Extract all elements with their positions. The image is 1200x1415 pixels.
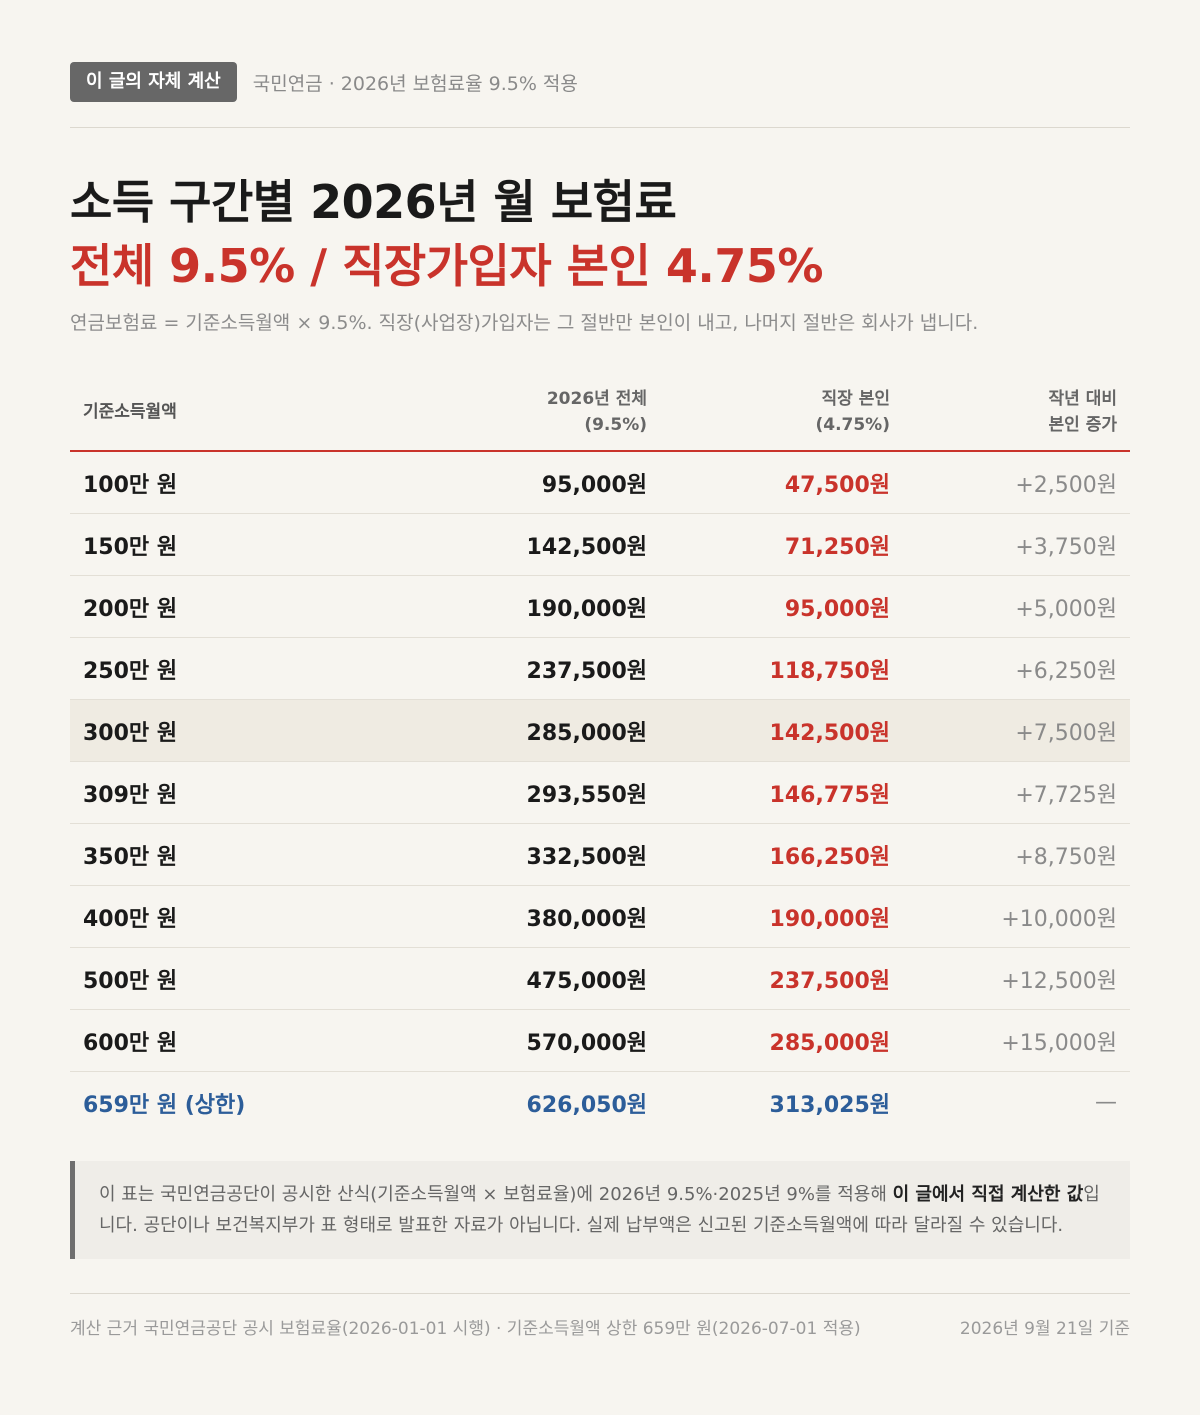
employee-cell: 142,500원: [660, 699, 903, 762]
increase-cell: +6,250원: [903, 637, 1130, 700]
increase-cell: +7,500원: [903, 699, 1130, 762]
employee-cell: 95,000원: [660, 575, 903, 638]
total-cell: 293,550원: [460, 761, 660, 824]
income-cell: 400만 원: [70, 885, 460, 948]
employee-cell: 190,000원: [660, 885, 903, 948]
footer-source: 계산 근거 국민연금공단 공시 보험료율(2026-01-01 시행) · 기준…: [70, 1319, 861, 1339]
income-cell: 300만 원: [70, 699, 460, 762]
table-row-cap: 659만 원 (상한) 626,050원 313,025원 —: [70, 1072, 1130, 1134]
employee-cell: 166,250원: [660, 823, 903, 886]
increase-cell: +2,500원: [903, 451, 1130, 514]
total-cell: 237,500원: [460, 637, 660, 700]
table-body: 100만 원 95,000원 47,500원 +2,500원 150만 원 14…: [70, 451, 1130, 1133]
table-row: 100만 원 95,000원 47,500원 +2,500원: [70, 451, 1130, 514]
employee-cell: 146,775원: [660, 761, 903, 824]
table-row: 350만 원 332,500원 166,250원 +8,750원: [70, 823, 1130, 886]
table-row-highlighted: 300만 원 285,000원 142,500원 +7,500원: [70, 699, 1130, 762]
total-cell: 626,050원: [526, 1092, 647, 1118]
income-cell: 500만 원: [70, 947, 460, 1010]
page-subtitle: 전체 9.5% / 직장가입자 본인 4.75%: [70, 239, 823, 293]
employee-cell: 118,750원: [660, 637, 903, 700]
top-note: 국민연금 · 2026년 보험료율 9.5% 적용: [252, 72, 578, 95]
note-text-rest: 입니다. 공단이나 보건복지부가 표 형태로 발표한 자료가 아닙니다. 실제 …: [99, 1184, 1100, 1236]
employee-cell: 237,500원: [660, 947, 903, 1010]
increase-cell: +15,000원: [903, 1009, 1130, 1072]
table-row: 150만 원 142,500원 71,250원 +3,750원: [70, 513, 1130, 576]
table-row: 500만 원 475,000원 237,500원 +12,500원: [70, 947, 1130, 1010]
total-cell: 475,000원: [460, 947, 660, 1010]
increase-cell: +12,500원: [903, 947, 1130, 1010]
content: 이 글의 자체 계산 국민연금 · 2026년 보험료율 9.5% 적용 소득 …: [70, 62, 1130, 1339]
employee-cell: 47,500원: [660, 451, 903, 514]
increase-cell: +10,000원: [903, 885, 1130, 948]
total-cell: 142,500원: [460, 513, 660, 576]
increase-cell: +3,750원: [903, 513, 1130, 576]
employee-cell: 313,025원: [769, 1092, 890, 1118]
increase-cell: +7,725원: [903, 761, 1130, 824]
total-cell: 570,000원: [460, 1009, 660, 1072]
page-description: 연금보험료 = 기준소득월액 × 9.5%. 직장(사업장)가입자는 그 절반만…: [70, 312, 979, 334]
income-cell: 600만 원: [70, 1009, 460, 1072]
self-calculation-badge: 이 글의 자체 계산: [70, 62, 237, 102]
premium-table: 기준소득월액 2026년 전체 (9.5%) 직장 본인 (4.75%) 작년 …: [70, 378, 1130, 1133]
header-employee: 직장 본인 (4.75%): [660, 378, 903, 452]
top-divider: [70, 127, 1130, 128]
note-text: 이 표는 국민연금공단이 공시한 산식(기준소득월액 × 보험료율)에 2026…: [99, 1184, 893, 1205]
employee-cell: 285,000원: [660, 1009, 903, 1072]
bottom-divider: [70, 1293, 1130, 1294]
table-row: 200만 원 190,000원 95,000원 +5,000원: [70, 575, 1130, 638]
table-row: 250만 원 237,500원 118,750원 +6,250원: [70, 637, 1130, 700]
total-cell: 332,500원: [460, 823, 660, 886]
header-increase: 작년 대비 본인 증가: [903, 378, 1130, 452]
income-cell: 150만 원: [70, 513, 460, 576]
header-total: 2026년 전체 (9.5%): [460, 378, 660, 452]
income-cell: 309만 원: [70, 761, 460, 824]
top-bar: 이 글의 자체 계산 국민연금 · 2026년 보험료율 9.5% 적용: [70, 62, 1130, 102]
income-cell: 250만 원: [70, 637, 460, 700]
table-header: 기준소득월액 2026년 전체 (9.5%) 직장 본인 (4.75%) 작년 …: [70, 378, 1130, 452]
footer-date: 2026년 9월 21일 기준: [959, 1319, 1130, 1339]
increase-cell: +8,750원: [903, 823, 1130, 886]
note-emphasis: 이 글에서 직접 계산한 값: [892, 1184, 1084, 1205]
table-row: 400만 원 380,000원 190,000원 +10,000원: [70, 885, 1130, 948]
page-title: 소득 구간별 2026년 월 보험료: [70, 175, 677, 229]
income-cell: 350만 원: [70, 823, 460, 886]
total-cell: 285,000원: [460, 699, 660, 762]
header-row: 기준소득월액 2026년 전체 (9.5%) 직장 본인 (4.75%) 작년 …: [70, 378, 1130, 452]
income-cell: 100만 원: [70, 451, 460, 514]
disclaimer-note: 이 표는 국민연금공단이 공시한 산식(기준소득월액 × 보험료율)에 2026…: [70, 1161, 1130, 1259]
increase-cell: —: [1095, 1090, 1117, 1115]
footer: 계산 근거 국민연금공단 공시 보험료율(2026-01-01 시행) · 기준…: [70, 1314, 1130, 1339]
total-cell: 95,000원: [460, 451, 660, 514]
total-cell: 380,000원: [460, 885, 660, 948]
increase-cell: +5,000원: [903, 575, 1130, 638]
income-cell: 659만 원 (상한): [83, 1092, 246, 1118]
total-cell: 190,000원: [460, 575, 660, 638]
header-income: 기준소득월액: [70, 378, 460, 452]
employee-cell: 71,250원: [660, 513, 903, 576]
table-row: 309만 원 293,550원 146,775원 +7,725원: [70, 761, 1130, 824]
table-row: 600만 원 570,000원 285,000원 +15,000원: [70, 1009, 1130, 1072]
income-cell: 200만 원: [70, 575, 460, 638]
